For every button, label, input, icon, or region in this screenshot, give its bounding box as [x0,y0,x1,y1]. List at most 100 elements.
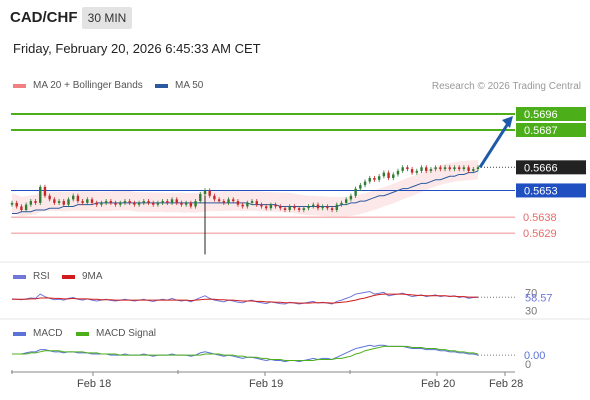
candle-body [462,167,466,170]
candle-body [330,208,334,210]
rsi-ma-line [12,293,478,304]
candle-body [137,202,141,205]
candle-body [24,204,28,210]
candle-body [114,202,117,205]
x-tick-label-Feb-28: Feb 28 [489,378,523,390]
candle-body [429,169,433,171]
symbol-title: CAD/CHF [10,9,78,26]
level-label-0-5687: 0.5687 [524,125,558,137]
candle-body [43,186,47,196]
forecast-arrowhead [502,116,513,128]
candle-body [123,201,127,203]
legend-rsi-ma-label: 9MA [82,271,103,282]
candle-body [152,202,155,205]
forecast-arrow [478,121,511,169]
candle-body [312,204,315,207]
level-label-0-5629: 0.5629 [523,228,557,240]
candle-body [335,204,338,210]
candle-body [359,185,362,189]
candle-body [76,195,80,202]
candle-body [274,204,277,207]
candle-body [264,206,268,209]
candle-body [166,201,169,203]
candle-body [29,201,33,205]
candle-body [34,201,37,203]
candle-body [62,201,65,205]
candle-body [307,206,310,209]
rsi-tick-30: 30 [525,306,537,318]
candle-body [10,202,14,205]
candle-body [293,206,296,209]
candle-body [368,178,371,182]
candle-body [170,199,174,203]
candle-body [217,199,221,202]
candle-body [453,167,456,170]
legend-macd-signal: MACD Signal [76,328,156,339]
macd-tick-0: 0 [525,359,531,371]
candle-body [321,206,324,209]
legend-macd: MACD [13,328,62,339]
timeframe-badge[interactable]: 30 MIN [82,7,132,29]
ma50-line [12,170,479,215]
candle-body [410,169,414,173]
candle-body [15,202,18,207]
candle-body [363,181,367,186]
candle-body [199,194,202,202]
candle-body [241,204,244,207]
datetime-label: Friday, February 20, 2026 6:45:33 AM CET [13,41,261,56]
macd-line [12,344,479,363]
candle-body [71,195,75,200]
candle-body [180,202,183,205]
candle-body [283,208,287,210]
candle-body [302,208,306,210]
macd-signal-swatch [76,331,89,336]
bollinger-swatch [13,83,26,88]
level-box-0-5696 [516,107,586,121]
legend-rsi: RSI [13,271,50,282]
candle-body [260,204,263,207]
legend-ma50-label: MA 50 [175,80,204,91]
candle-body [467,167,470,171]
research-credit: Research © 2026 Trading Central [431,81,581,92]
rsi-last-value: 58.57 [525,292,553,304]
candle-body [448,167,451,170]
candle-body [208,190,211,196]
candle-body [457,167,461,170]
macd-swatch [13,331,26,336]
candle-body [340,202,343,205]
candle-body [373,178,376,180]
candle-body [227,199,230,203]
candle-body [90,199,94,203]
x-tick-label-Feb-20: Feb 20 [421,378,455,390]
candle-body [250,201,254,203]
candle-body [472,169,475,171]
x-tick-label-Feb-19: Feb 19 [249,378,283,390]
candle-body [175,199,178,203]
candle-body [377,176,381,180]
candle-body [415,170,419,173]
legend-bollinger: MA 20 + Bollinger Bands [13,80,143,91]
macd-last-value: 0.00 [524,350,545,362]
candle-body [57,201,61,203]
ma50-swatch [155,83,168,88]
candle-body [147,201,150,203]
level-label-0-5696: 0.5696 [524,109,558,121]
candle-body [246,202,249,207]
candle-body [189,202,193,207]
legend-macd-signal-label: MACD Signal [96,328,157,339]
legend-rsi-label: RSI [33,271,50,282]
level-box-0-5666 [516,160,586,175]
candle-body [316,204,320,209]
candle-body [345,199,348,203]
rsi-swatch [13,274,26,279]
legend-macd-label: MACD [33,328,63,339]
rsi-tick-70: 70 [525,287,537,299]
candle-body [232,199,235,202]
level-box-0-5687 [516,123,586,137]
rsi-line [11,290,479,305]
candle-body [142,201,145,203]
level-label-0-5653: 0.5653 [524,185,558,197]
candle-body [269,204,273,209]
candle-body [161,201,164,203]
